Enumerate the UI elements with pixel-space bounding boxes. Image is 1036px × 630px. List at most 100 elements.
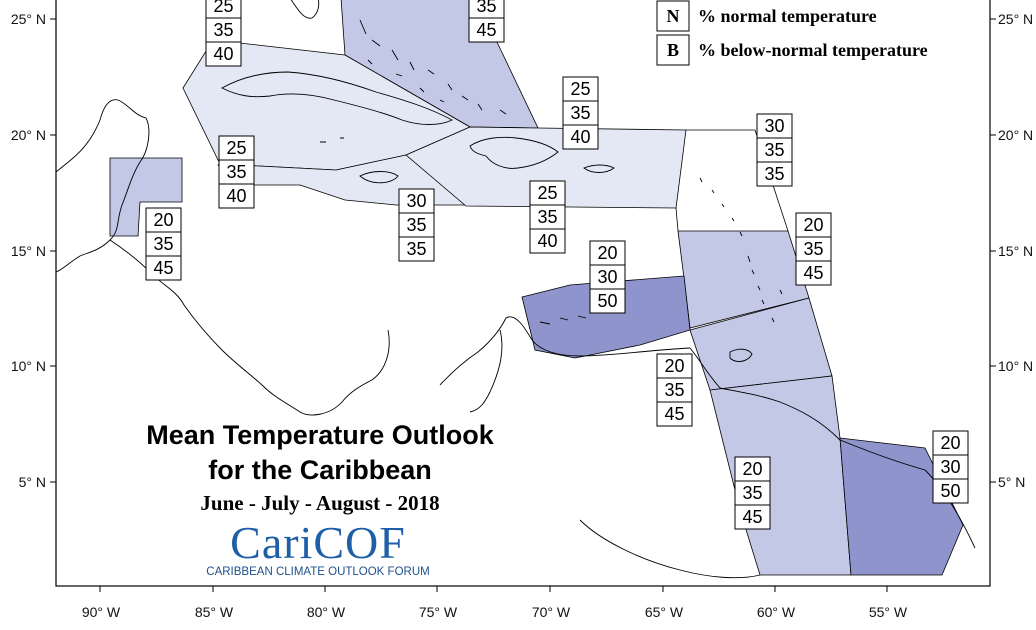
probability-value: 20 (153, 210, 173, 230)
y-tick-label-left: 5° N (19, 474, 46, 490)
probability-value: 45 (803, 263, 823, 283)
probability-box: 25 35 40 (529, 180, 566, 254)
probability-boxes: 2535403545253540253540303535253540303535… (145, 0, 969, 530)
forecast-period: June - July - August - 2018 (200, 491, 439, 515)
coast-cuba (221, 71, 453, 125)
probability-cell (589, 264, 626, 290)
probability-value: 35 (476, 0, 496, 16)
region-outline-east (686, 129, 789, 232)
probability-cell (205, 41, 242, 67)
island-bahamas-1 (359, 19, 483, 111)
probability-cell (145, 207, 182, 233)
island-cayman (320, 137, 344, 143)
probability-value: 40 (570, 127, 590, 147)
y-tick-label-left: 15° N (11, 243, 46, 259)
x-tick-label: 55° W (869, 604, 908, 620)
y-tick-labels-right: 25° N 20° N 15° N 10° N 5° N (998, 11, 1033, 490)
probability-value: 50 (940, 481, 960, 501)
probability-value: 40 (226, 186, 246, 206)
probability-cell (734, 456, 771, 482)
title-block: Mean Temperature Outlook for the Caribbe… (146, 420, 495, 515)
x-tick-label: 80° W (307, 604, 346, 620)
legend-key-box (656, 34, 690, 66)
probability-box: 20 35 45 (145, 207, 182, 281)
probability-value: 35 (153, 234, 173, 254)
probability-value: 25 (226, 138, 246, 158)
small-islands (320, 19, 783, 325)
coast-colombia (439, 316, 691, 386)
y-tick-label-left: 25° N (11, 11, 46, 27)
probability-box: 30 35 35 (756, 113, 793, 187)
legend-key-box (656, 0, 690, 32)
probability-value: 35 (742, 483, 762, 503)
probability-value: 20 (597, 243, 617, 263)
probability-cell (756, 161, 793, 187)
x-tick-label: 85° W (195, 604, 234, 620)
probability-value: 40 (537, 231, 557, 251)
map-title-line2: for the Caribbean (208, 455, 432, 485)
probability-value: 25 (537, 183, 557, 203)
probability-box: 20 35 45 (734, 456, 771, 530)
probability-value: 20 (940, 433, 960, 453)
y-tick-label-right: 15° N (998, 243, 1033, 259)
probability-cell (656, 401, 693, 427)
island-abc (539, 315, 587, 325)
probability-box: 20 30 50 (589, 240, 626, 314)
probability-cell (756, 113, 793, 139)
legend-letter: N (667, 6, 680, 26)
probability-cell (656, 353, 693, 379)
y-tick-label-left: 20° N (11, 127, 46, 143)
map-title-line1: Mean Temperature Outlook (146, 420, 495, 450)
probability-cell (529, 228, 566, 254)
probability-box: 25 35 40 (205, 0, 242, 67)
probability-value: 35 (406, 215, 426, 235)
probability-cell (734, 504, 771, 530)
probability-cell (145, 255, 182, 281)
probability-cell (589, 288, 626, 314)
x-tick-label: 70° W (532, 604, 571, 620)
region-belize (109, 157, 183, 237)
probability-value: 35 (537, 207, 557, 227)
logo-subtitle: CARIBBEAN CLIMATE OUTLOOK FORUM (206, 566, 429, 578)
x-tick-labels: 90° W 85° W 80° W 75° W 70° W 65° W 60° … (82, 604, 908, 620)
probability-value: 30 (406, 191, 426, 211)
probability-value: 20 (742, 459, 762, 479)
probability-value: 45 (476, 20, 496, 40)
axis-ticks (50, 18, 996, 592)
probability-cell (932, 478, 969, 504)
probability-value: 35 (764, 164, 784, 184)
logo-subtitle-bg (204, 563, 432, 578)
probability-cell (398, 236, 435, 262)
probability-cell (218, 183, 255, 209)
probability-value: 20 (803, 215, 823, 235)
y-tick-label-left: 10° N (11, 358, 46, 374)
probability-box: 20 35 45 (656, 353, 693, 427)
probability-value: 35 (803, 239, 823, 259)
legend-label: % normal temperature (698, 6, 877, 26)
probability-cell (795, 236, 832, 262)
probability-cell (795, 212, 832, 238)
y-tick-label-right: 5° N (998, 474, 1025, 490)
caricof-logo: CariCOF CARIBBEAN CLIMATE OUTLOOK FORUM (204, 517, 432, 578)
probability-cell (562, 124, 599, 150)
legend-letter: B (667, 40, 679, 60)
probability-value: 25 (570, 79, 590, 99)
island-lesser-antilles (699, 177, 783, 323)
y-tick-label-right: 10° N (998, 358, 1033, 374)
region-suriname-guiana (839, 437, 964, 576)
probability-value: 35 (570, 103, 590, 123)
probability-value: 35 (764, 140, 784, 160)
probability-value: 35 (226, 162, 246, 182)
y-tick-label-right: 25° N (998, 11, 1033, 27)
probability-value: 35 (213, 20, 233, 40)
coast-florida (290, 0, 320, 19)
probability-cell (529, 180, 566, 206)
y-tick-labels-left: 25° N 20° N 15° N 10° N 5° N (11, 11, 46, 490)
region-leeward-islands (677, 230, 810, 329)
probability-value: 40 (213, 44, 233, 64)
logo-wordmark: CariCOF (230, 517, 406, 568)
probability-value: 50 (597, 291, 617, 311)
